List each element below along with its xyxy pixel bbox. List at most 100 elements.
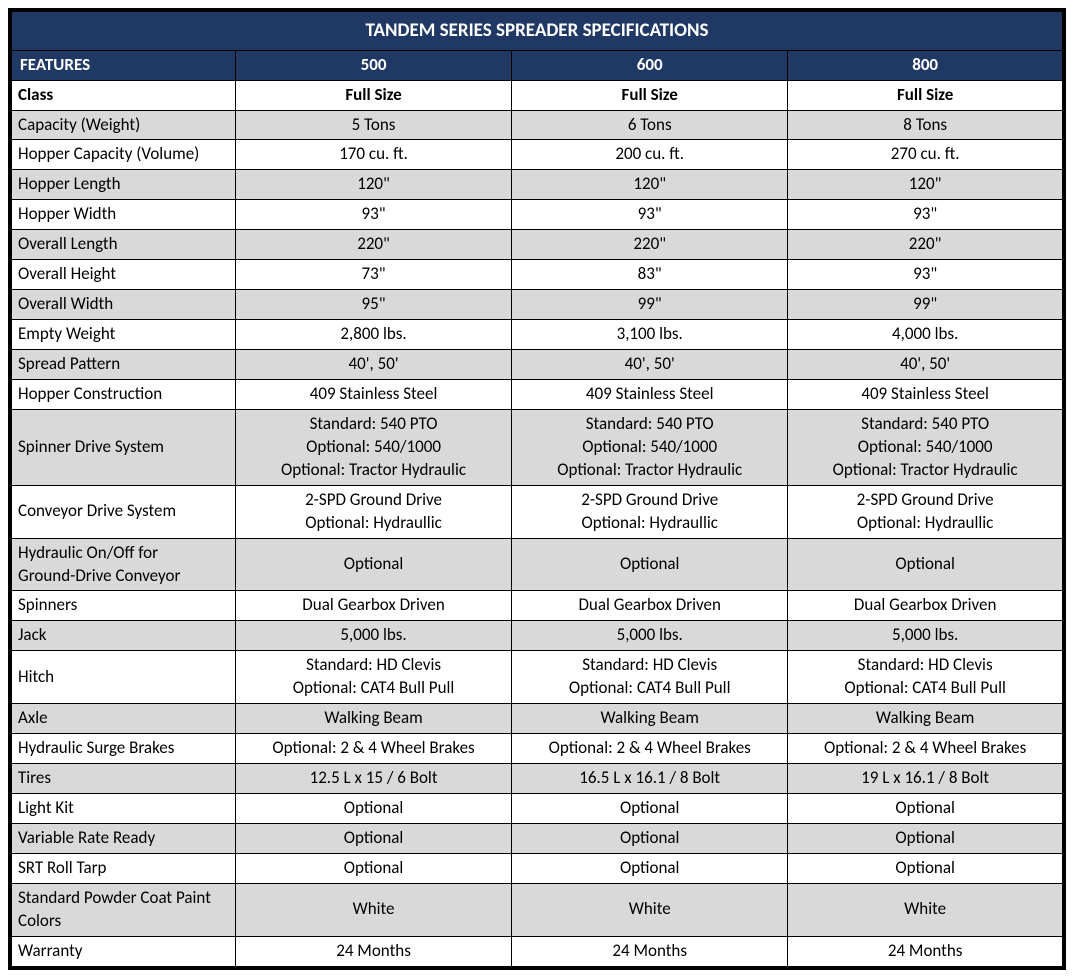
class-val-2: Full Size <box>788 80 1064 110</box>
feature-value: White <box>788 883 1064 936</box>
feature-value: Walking Beam <box>512 704 788 734</box>
feature-value: 2-SPD Ground Drive Optional: Hydraullic <box>512 485 788 538</box>
table-row: Overall Height73"83"93" <box>10 260 1064 290</box>
feature-value: 93" <box>235 200 511 230</box>
feature-label: Warranty <box>10 936 235 967</box>
class-val-0: Full Size <box>235 80 511 110</box>
feature-value: 2,800 lbs. <box>235 320 511 350</box>
feature-value: Optional <box>512 794 788 824</box>
table-row: Overall Length220"220"220" <box>10 230 1064 260</box>
feature-value: 220" <box>788 230 1064 260</box>
feature-value: 409 Stainless Steel <box>788 379 1064 409</box>
feature-value: 5,000 lbs. <box>512 621 788 651</box>
table-row: Spinner Drive SystemStandard: 540 PTO Op… <box>10 409 1064 485</box>
feature-value: Optional <box>788 853 1064 883</box>
feature-label: Hydraulic On/Off for Ground-Drive Convey… <box>10 538 235 591</box>
feature-value: White <box>235 883 511 936</box>
table-row: SRT Roll TarpOptionalOptionalOptional <box>10 853 1064 883</box>
feature-value: Optional <box>235 823 511 853</box>
feature-value: 16.5 L x 16.1 / 8 Bolt <box>512 764 788 794</box>
feature-label: Hopper Width <box>10 200 235 230</box>
feature-value: 99" <box>512 290 788 320</box>
header-row: FEATURES 500 600 800 <box>10 50 1064 80</box>
feature-label: Hydraulic Surge Brakes <box>10 734 235 764</box>
spec-table-body: TANDEM SERIES SPREADER SPECIFICATIONS FE… <box>10 10 1064 968</box>
feature-label: Light Kit <box>10 794 235 824</box>
feature-value: 40', 50' <box>512 350 788 380</box>
class-row: Class Full Size Full Size Full Size <box>10 80 1064 110</box>
feature-value: 40', 50' <box>788 350 1064 380</box>
feature-value: 93" <box>512 200 788 230</box>
feature-value: 120" <box>512 170 788 200</box>
spec-table: TANDEM SERIES SPREADER SPECIFICATIONS FE… <box>8 8 1066 970</box>
feature-value: 409 Stainless Steel <box>235 379 511 409</box>
feature-value: 170 cu. ft. <box>235 140 511 170</box>
table-title: TANDEM SERIES SPREADER SPECIFICATIONS <box>10 10 1064 50</box>
table-row: Tires12.5 L x 15 / 6 Bolt16.5 L x 16.1 /… <box>10 764 1064 794</box>
table-row: Hopper Construction409 Stainless Steel40… <box>10 379 1064 409</box>
feature-value: 73" <box>235 260 511 290</box>
feature-value: 40', 50' <box>235 350 511 380</box>
model-header-0: 500 <box>235 50 511 80</box>
feature-value: 4,000 lbs. <box>788 320 1064 350</box>
feature-value: 2-SPD Ground Drive Optional: Hydraullic <box>788 485 1064 538</box>
table-row: Jack5,000 lbs.5,000 lbs.5,000 lbs. <box>10 621 1064 651</box>
feature-value: 24 Months <box>788 936 1064 967</box>
feature-value: Standard: HD Clevis Optional: CAT4 Bull … <box>512 651 788 704</box>
feature-value: 6 Tons <box>512 110 788 140</box>
feature-value: Optional <box>512 853 788 883</box>
feature-label: Jack <box>10 621 235 651</box>
table-row: Standard Powder Coat Paint ColorsWhiteWh… <box>10 883 1064 936</box>
feature-value: Dual Gearbox Driven <box>235 591 511 621</box>
feature-label: Tires <box>10 764 235 794</box>
feature-value: Optional <box>788 823 1064 853</box>
feature-label: Empty Weight <box>10 320 235 350</box>
feature-label: Conveyor Drive System <box>10 485 235 538</box>
table-row: Hopper Capacity (Volume)170 cu. ft.200 c… <box>10 140 1064 170</box>
table-row: Warranty24 Months24 Months24 Months <box>10 936 1064 967</box>
feature-value: Optional: 2 & 4 Wheel Brakes <box>235 734 511 764</box>
feature-value: 95" <box>235 290 511 320</box>
feature-value: Optional: 2 & 4 Wheel Brakes <box>512 734 788 764</box>
feature-value: Standard: HD Clevis Optional: CAT4 Bull … <box>788 651 1064 704</box>
title-row: TANDEM SERIES SPREADER SPECIFICATIONS <box>10 10 1064 50</box>
class-val-1: Full Size <box>512 80 788 110</box>
feature-label: Spinner Drive System <box>10 409 235 485</box>
feature-value: Optional <box>788 794 1064 824</box>
table-row: Hydraulic Surge BrakesOptional: 2 & 4 Wh… <box>10 734 1064 764</box>
feature-value: Optional <box>235 853 511 883</box>
table-row: Capacity (Weight)5 Tons6 Tons8 Tons <box>10 110 1064 140</box>
feature-value: 120" <box>235 170 511 200</box>
feature-value: 5,000 lbs. <box>788 621 1064 651</box>
table-row: SpinnersDual Gearbox DrivenDual Gearbox … <box>10 591 1064 621</box>
table-row: HitchStandard: HD Clevis Optional: CAT4 … <box>10 651 1064 704</box>
table-row: Hopper Length120"120"120" <box>10 170 1064 200</box>
feature-value: Walking Beam <box>788 704 1064 734</box>
feature-value: 24 Months <box>235 936 511 967</box>
table-row: Variable Rate ReadyOptionalOptionalOptio… <box>10 823 1064 853</box>
feature-label: Hitch <box>10 651 235 704</box>
feature-label: Standard Powder Coat Paint Colors <box>10 883 235 936</box>
feature-value: Standard: 540 PTO Optional: 540/1000 Opt… <box>788 409 1064 485</box>
feature-value: 93" <box>788 200 1064 230</box>
model-header-1: 600 <box>512 50 788 80</box>
feature-value: Dual Gearbox Driven <box>512 591 788 621</box>
feature-value: 83" <box>512 260 788 290</box>
feature-value: 24 Months <box>512 936 788 967</box>
feature-label: Overall Width <box>10 290 235 320</box>
table-row: Hopper Width93"93"93" <box>10 200 1064 230</box>
feature-label: Hopper Capacity (Volume) <box>10 140 235 170</box>
feature-value: Optional <box>512 538 788 591</box>
feature-label: Spread Pattern <box>10 350 235 380</box>
feature-label: SRT Roll Tarp <box>10 853 235 883</box>
table-row: AxleWalking BeamWalking BeamWalking Beam <box>10 704 1064 734</box>
feature-value: Standard: HD Clevis Optional: CAT4 Bull … <box>235 651 511 704</box>
feature-value: 12.5 L x 15 / 6 Bolt <box>235 764 511 794</box>
feature-value: Optional: 2 & 4 Wheel Brakes <box>788 734 1064 764</box>
class-label: Class <box>10 80 235 110</box>
feature-label: Hopper Construction <box>10 379 235 409</box>
feature-value: Optional <box>235 794 511 824</box>
feature-value: Standard: 540 PTO Optional: 540/1000 Opt… <box>235 409 511 485</box>
feature-label: Overall Length <box>10 230 235 260</box>
feature-value: 409 Stainless Steel <box>512 379 788 409</box>
